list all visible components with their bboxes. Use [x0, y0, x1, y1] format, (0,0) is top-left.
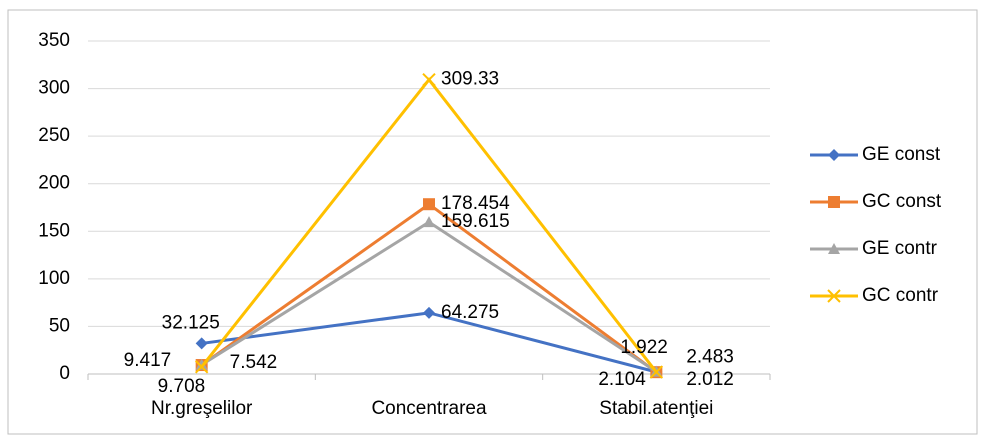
legend-marker	[828, 243, 840, 254]
legend-marker	[828, 196, 840, 208]
legend-label: GC contr	[862, 285, 939, 306]
data-point	[423, 216, 435, 228]
data-point	[422, 72, 436, 87]
legend-label: GE const	[862, 144, 941, 165]
y-tick-label: 0	[59, 363, 70, 384]
y-tick-label: 200	[38, 173, 70, 194]
data-label: 309.33	[441, 69, 499, 90]
data-label: 1.922	[620, 337, 668, 358]
data-label: 64.275	[441, 302, 499, 323]
data-label: 2.104	[598, 369, 646, 390]
legend-label: GC const	[862, 191, 942, 212]
y-tick-label: 250	[38, 125, 70, 146]
data-label: 7.542	[230, 352, 278, 373]
legend-label: GE contr	[862, 238, 938, 259]
data-point	[423, 198, 435, 211]
data-point	[194, 360, 209, 374]
data-label: 32.125	[162, 312, 220, 333]
y-tick-label: 350	[38, 30, 70, 51]
data-label: 159.615	[441, 211, 510, 232]
y-tick-label: 50	[49, 315, 70, 336]
y-tick-label: 300	[38, 78, 70, 99]
data-label: 2.483	[686, 347, 734, 368]
x-tick-label: Concentrarea	[371, 398, 487, 419]
data-point	[195, 358, 208, 370]
data-label: 9.708	[158, 376, 206, 397]
data-point	[649, 365, 664, 379]
y-tick-label: 100	[38, 268, 70, 289]
data-label: 2.012	[686, 369, 734, 390]
data-label: 178.454	[441, 193, 510, 214]
chart-frame	[7, 9, 978, 435]
data-point	[423, 306, 435, 319]
legend-marker	[828, 149, 840, 161]
data-point	[195, 337, 208, 350]
x-tick-label: Stabil.atenţiei	[599, 398, 713, 419]
legend-marker	[827, 289, 841, 303]
x-tick-label: Nr.greşelilor	[151, 398, 253, 419]
data-label: 9.417	[124, 350, 172, 371]
y-tick-label: 150	[38, 220, 70, 241]
